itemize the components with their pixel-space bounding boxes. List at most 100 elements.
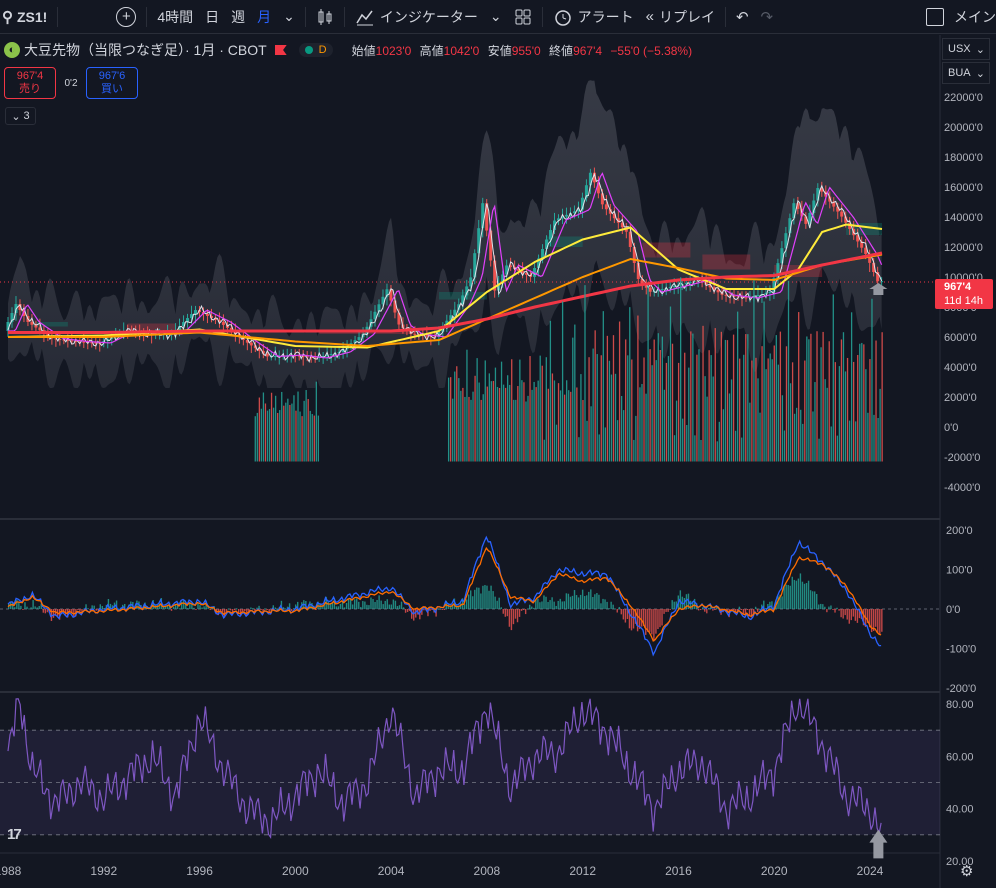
volume-bar bbox=[256, 412, 258, 462]
volume-bar bbox=[822, 331, 824, 462]
macd-histogram-bar bbox=[522, 609, 525, 610]
alert-button[interactable]: アラート bbox=[547, 0, 640, 34]
volume-bar bbox=[716, 441, 718, 462]
symbol-legend[interactable]: ◐ 大豆先物（当限つなぎ足）· 1月 · CBOT D 始値1023'0 高値1… bbox=[4, 40, 692, 60]
macd-histogram-bar bbox=[504, 609, 507, 617]
volume-bar bbox=[655, 360, 657, 462]
layout-menu-button[interactable]: メイン bbox=[920, 0, 996, 34]
volume-bar bbox=[274, 395, 277, 462]
macd-histogram-bar bbox=[16, 599, 18, 609]
volume-bar bbox=[572, 337, 574, 462]
market-status-pill[interactable]: D bbox=[298, 43, 333, 57]
macd-histogram-bar bbox=[754, 606, 757, 609]
macd-histogram-bar bbox=[170, 609, 173, 611]
volume-bar bbox=[515, 399, 517, 462]
volume-bar bbox=[653, 339, 655, 462]
chart-type-button[interactable] bbox=[310, 0, 340, 34]
volume-bar bbox=[863, 344, 865, 462]
macd-histogram-bar bbox=[470, 590, 472, 609]
macd-histogram-bar bbox=[441, 609, 443, 610]
volume-bar bbox=[702, 325, 704, 462]
macd-histogram-bar bbox=[406, 609, 409, 612]
volume-bar bbox=[260, 408, 263, 462]
candle-body bbox=[724, 294, 728, 296]
redo-button[interactable]: ↷ bbox=[755, 0, 780, 34]
macd-histogram-bar bbox=[415, 609, 417, 618]
macd-histogram-bar bbox=[626, 609, 629, 619]
interval-4h[interactable]: 4時間 bbox=[157, 8, 194, 25]
candle-body bbox=[325, 355, 329, 357]
macd-histogram-bar bbox=[77, 609, 79, 610]
candle-body bbox=[505, 265, 509, 275]
macd-histogram-bar bbox=[62, 609, 65, 612]
macd-histogram-bar bbox=[197, 602, 199, 609]
macd-histogram-bar bbox=[571, 595, 574, 609]
macd-histogram-bar bbox=[807, 580, 810, 609]
macd-histogram-bar bbox=[602, 598, 604, 609]
volume-bar bbox=[848, 420, 851, 462]
chevron-down-icon: ⌄ bbox=[283, 8, 295, 24]
interval-day[interactable]: 日 bbox=[205, 8, 220, 25]
collapse-indicators-button[interactable]: ⌄ 3 bbox=[5, 107, 36, 125]
macd-histogram-bar bbox=[50, 609, 53, 622]
volume-bar bbox=[759, 412, 761, 462]
currency-value: USX bbox=[948, 43, 971, 55]
candle-body bbox=[820, 188, 824, 192]
macd-histogram-bar bbox=[103, 608, 106, 610]
volume-bar bbox=[785, 346, 788, 462]
divider bbox=[146, 6, 148, 27]
macd-histogram-bar bbox=[628, 609, 631, 629]
volume-pane bbox=[254, 277, 883, 462]
volume-bar bbox=[787, 280, 790, 462]
candle-body bbox=[688, 282, 692, 284]
candle-body bbox=[217, 319, 221, 322]
divider bbox=[343, 6, 345, 27]
interval-dropdown[interactable]: ⌄ bbox=[277, 0, 301, 34]
candle-body bbox=[560, 216, 564, 219]
volume-bar bbox=[519, 359, 521, 462]
macd-histogram-bar bbox=[590, 589, 592, 609]
buy-price: 967'6 bbox=[98, 69, 126, 82]
plot-background bbox=[0, 35, 940, 888]
indicators-button[interactable]: インジケーター ⌄ bbox=[349, 0, 508, 34]
macd-histogram-bar bbox=[109, 603, 112, 609]
chevron-down-icon: ⌄ bbox=[489, 8, 502, 24]
buy-button[interactable]: 967'6 買い bbox=[86, 67, 138, 99]
macd-histogram-bar bbox=[655, 609, 657, 634]
macd-histogram-bar bbox=[622, 609, 625, 620]
macd-histogram-bar bbox=[506, 609, 509, 617]
macd-histogram-bar bbox=[297, 601, 299, 609]
macd-histogram-bar bbox=[606, 601, 608, 609]
chart-canvas[interactable]: 22000'020000'018000'016000'014000'012000… bbox=[0, 35, 996, 888]
candle-body bbox=[564, 214, 568, 217]
macd-histogram-bar bbox=[494, 596, 496, 609]
indicators-icon bbox=[356, 10, 373, 25]
macd-histogram-bar bbox=[79, 609, 81, 612]
symbol-search-button[interactable]: ⚲ ZS1! bbox=[0, 0, 53, 34]
layout-grid-button[interactable] bbox=[508, 0, 538, 34]
candle-body bbox=[584, 185, 588, 198]
candle-body bbox=[22, 309, 26, 316]
interval-month[interactable]: 月 bbox=[257, 8, 272, 25]
macd-histogram-bar bbox=[844, 609, 846, 616]
settings-gear-icon[interactable]: ⚙ bbox=[960, 863, 974, 880]
undo-button[interactable]: ↶ bbox=[730, 0, 755, 34]
interval-week[interactable]: 週 bbox=[231, 8, 246, 25]
volume-bar bbox=[600, 355, 602, 462]
macd-histogram-bar bbox=[820, 603, 822, 609]
candle-body bbox=[297, 355, 301, 357]
unit-select[interactable]: BUA ⌄ bbox=[942, 62, 990, 84]
tradingview-logo[interactable]: 17 bbox=[7, 826, 22, 843]
replay-button[interactable]: « リプレイ bbox=[640, 0, 721, 34]
sell-button[interactable]: 967'4 売り bbox=[4, 67, 56, 99]
macd-histogram-bar bbox=[117, 608, 120, 610]
volume-bar bbox=[775, 335, 777, 462]
macd-histogram-bar bbox=[850, 609, 853, 621]
compare-symbol-button[interactable]: + bbox=[110, 0, 142, 34]
flag-icon[interactable] bbox=[274, 45, 287, 55]
macd-histogram-bar bbox=[838, 609, 840, 611]
volume-bar bbox=[730, 379, 733, 462]
legend-title: 大豆先物（当限つなぎ足）· 1月 · CBOT bbox=[24, 42, 267, 58]
currency-select[interactable]: USX ⌄ bbox=[942, 38, 990, 60]
macd-histogram-bar bbox=[565, 593, 568, 609]
